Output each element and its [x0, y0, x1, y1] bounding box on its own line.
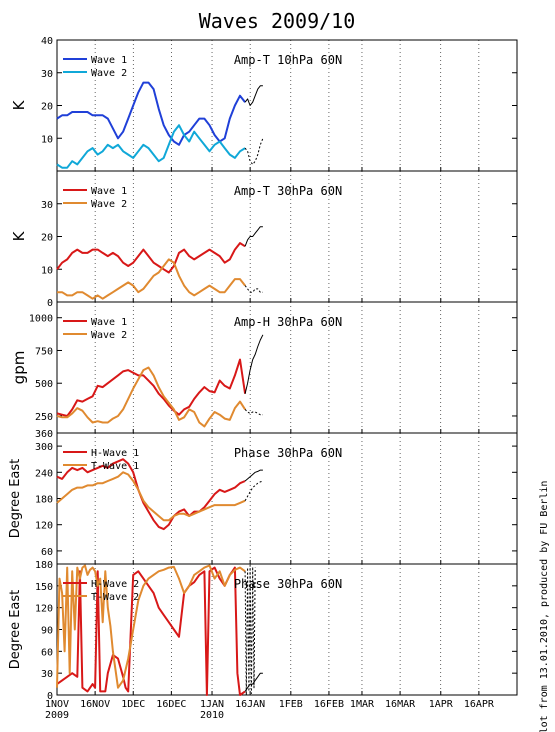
- series-wave-2: [56, 366, 246, 428]
- x-tick-label: 16MAR: [385, 699, 416, 710]
- panel-title: Amp-T 10hPa 60N: [234, 53, 342, 67]
- x-tick-label: 16FEB: [314, 699, 344, 710]
- y-tick-label: 30: [41, 200, 53, 211]
- panel-title: Phase 30hPa 60N: [234, 446, 342, 460]
- legend-label: T-Wave 1: [91, 461, 139, 472]
- y-tick-label: 180: [35, 495, 53, 506]
- y-tick-label: 120: [35, 521, 53, 532]
- y-tick-label: 40: [41, 36, 53, 47]
- x-year-label: 2010: [200, 710, 224, 721]
- legend-label: Wave 1: [91, 55, 127, 66]
- y-axis-label: Degree East: [8, 590, 23, 670]
- y-tick-label: 10: [41, 134, 53, 145]
- series-h-wave-2: [56, 566, 246, 696]
- y-tick-label: 180: [35, 560, 53, 571]
- y-axis-label: K: [10, 230, 28, 241]
- x-tick-label: 16DEC: [156, 699, 186, 710]
- y-axis-label: Degree East: [8, 459, 23, 539]
- y-axis-label: gpm: [10, 351, 28, 385]
- y-tick-label: 0: [47, 298, 53, 309]
- x-year-label: 2009: [45, 710, 69, 721]
- y-tick-label: 20: [41, 233, 53, 244]
- x-tick-label: 16JAN: [235, 699, 265, 710]
- series-h-wave-1: [56, 458, 246, 531]
- y-tick-label: 240: [35, 468, 53, 479]
- x-tick-label: 1JAN: [200, 699, 224, 710]
- legend-label: Wave 1: [91, 317, 127, 328]
- series-wave-2: [56, 124, 246, 169]
- forecast-dashed-line: [244, 480, 264, 501]
- y-tick-label: 360: [35, 429, 53, 440]
- series-wave-1: [56, 81, 246, 146]
- x-axis: 1NOV 16NOV 1DEC 16DEC 1JAN 16JAN 1FEB 16FEB 1MAR…: [45, 699, 495, 721]
- y-tick-label: 500: [35, 379, 53, 390]
- panel-4: 60 120 180 240 300 Degree East H-Wave 1 T-Wave …: [8, 432, 518, 565]
- panels: 10 20 30 40 K Wave 1 Wave 2 Amp-T 10hPa 60N 0 10 2…: [8, 36, 518, 721]
- y-tick-label: 1000: [29, 314, 53, 325]
- y-tick-label: 120: [35, 604, 53, 615]
- legend-label: Wave 1: [91, 186, 127, 197]
- x-tick-label: 1MAR: [350, 699, 375, 710]
- panel-title: Amp-H 30hPa 60N: [234, 315, 342, 329]
- y-tick-label: 300: [35, 442, 53, 453]
- x-tick-label: 1FEB: [279, 699, 303, 710]
- y-tick-label: 60: [41, 647, 53, 658]
- series-wave-2: [57, 258, 246, 300]
- y-tick-label: 150: [35, 582, 53, 593]
- y-tick-label: 60: [41, 547, 53, 558]
- panel-title: Phase 30hPa 60N: [234, 577, 342, 591]
- y-tick-label: 20: [41, 102, 53, 113]
- forecast-dashed-line: [244, 138, 264, 165]
- x-tick-label: 16APR: [464, 699, 495, 710]
- y-axis-label: K: [10, 99, 28, 110]
- y-tick-label: 250: [35, 412, 53, 423]
- x-tick-label: 1APR: [429, 699, 454, 710]
- forecast-line: [244, 469, 263, 482]
- series-wave-1: [56, 358, 247, 417]
- legend-label: H-Wave 2: [91, 579, 139, 590]
- x-tick-label: 1NOV: [45, 699, 69, 710]
- legend-label: H-Wave 1: [91, 448, 139, 459]
- credit-text: plot from 13.01.2010, produced by FU Ber…: [539, 481, 550, 732]
- panel-5: 0 30 60 90 120 150 180 Degree East H-Wave 2 T-Wav…: [8, 560, 518, 702]
- y-tick-label: 30: [41, 69, 53, 80]
- x-tick-label: 16NOV: [80, 699, 110, 710]
- y-tick-label: 10: [41, 265, 53, 276]
- panel-2: 0 10 20 30 K Wave 1 Wave 2 Amp-T 30hPa 60N: [10, 170, 518, 309]
- forecast-dashed-line: [244, 285, 263, 293]
- forecast-line: [244, 226, 263, 247]
- legend-label: Wave 2: [91, 68, 127, 79]
- forecast-line: [244, 334, 264, 394]
- legend-label: Wave 2: [91, 330, 127, 341]
- series-t-wave-2: [56, 564, 246, 689]
- panel-3: 250 500 750 1000 360 gpm Wave 1 Wave 2 Amp-H 30h…: [10, 301, 518, 440]
- y-tick-label: 0: [47, 691, 53, 702]
- legend-label: Wave 2: [91, 199, 127, 210]
- legend-label: T-Wave 2: [91, 592, 139, 603]
- panel-1: 10 20 30 40 K Wave 1 Wave 2 Amp-T 10hPa 60N: [10, 36, 518, 172]
- x-tick-label: 1DEC: [121, 699, 145, 710]
- series-wave-1: [56, 242, 246, 274]
- figure-title: Waves 2009/10: [199, 9, 356, 33]
- forecast-line: [244, 85, 263, 106]
- forecast-dashed-line: [244, 565, 256, 696]
- y-tick-label: 90: [41, 626, 53, 637]
- y-tick-label: 750: [35, 346, 53, 357]
- y-tick-label: 30: [41, 669, 53, 680]
- panel-title: Amp-T 30hPa 60N: [234, 184, 342, 198]
- series-t-wave-1: [56, 471, 246, 522]
- forecast-dashed-line: [244, 409, 263, 416]
